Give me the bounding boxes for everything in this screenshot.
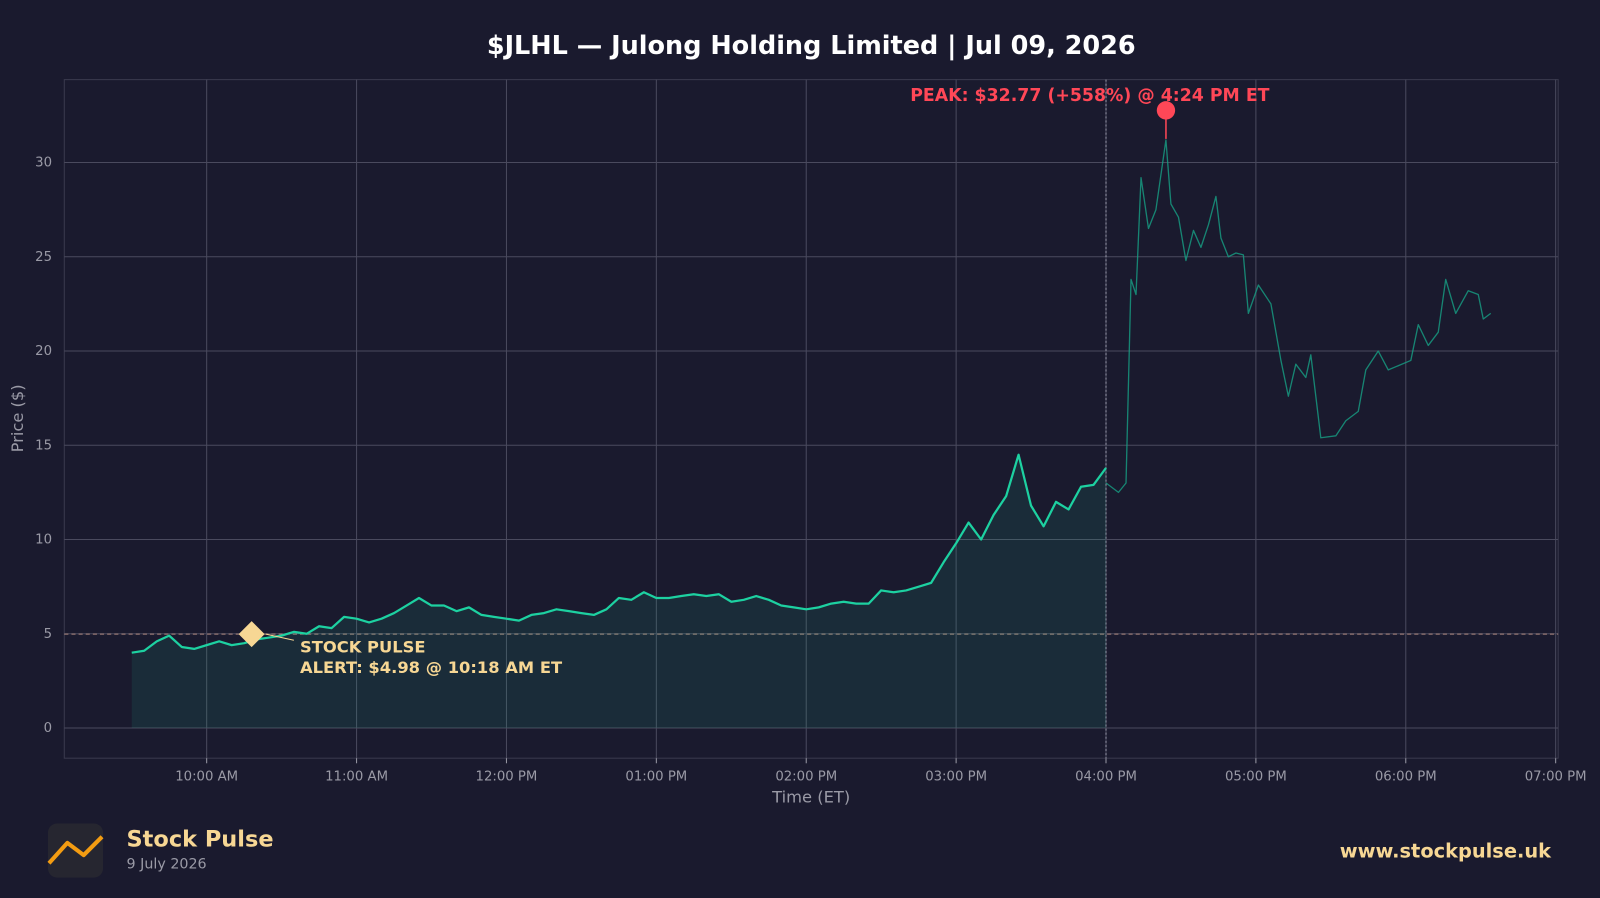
x-tick-label: 12:00 PM	[476, 770, 538, 785]
alert-label: STOCK PULSE	[300, 637, 426, 656]
x-tick-label: 05:00 PM	[1225, 770, 1287, 785]
x-tick-label: 01:00 PM	[625, 770, 687, 785]
price-line	[131, 453, 1107, 654]
peak-marker	[1156, 101, 1176, 120]
brand-name: Stock Pulse	[127, 826, 274, 852]
y-tick-label: 20	[35, 344, 52, 359]
y-tick-label: 30	[35, 156, 52, 171]
x-tick-label: 11:00 AM	[325, 770, 388, 785]
chart-title: $JLHL — Julong Holding Limited | Jul 09,…	[487, 31, 1136, 61]
area-fill	[131, 454, 1107, 729]
alert-pointer	[265, 633, 294, 641]
y-tick-label: 25	[35, 250, 52, 265]
x-tick-label: 03:00 PM	[925, 770, 987, 785]
y-tick-label: 5	[44, 627, 52, 642]
logo-icon	[47, 835, 104, 865]
y-tick-label: 10	[35, 533, 52, 548]
y-tick-label: 15	[35, 438, 52, 453]
website: www.stockpulse.uk	[1340, 840, 1552, 863]
y-tick-label: 0	[44, 721, 52, 736]
peak-label: PEAK: $32.77 (+558%) @ 4:24 PM ET	[910, 86, 1269, 106]
plot-area	[63, 79, 1559, 759]
x-tick-label: 10:00 AM	[175, 770, 238, 785]
alert-marker	[238, 621, 265, 648]
brand-date: 9 July 2026	[127, 856, 207, 872]
x-tick-label: 02:00 PM	[775, 770, 837, 785]
x-tick-label: 04:00 PM	[1075, 770, 1137, 785]
x-axis-label: Time (ET)	[771, 787, 850, 806]
x-tick-label: 07:00 PM	[1525, 770, 1587, 785]
alert-label: ALERT: $4.98 @ 10:18 AM ET	[300, 658, 563, 677]
y-axis-label: Price ($)	[8, 384, 27, 452]
price-line	[1105, 139, 1492, 494]
x-tick-label: 06:00 PM	[1375, 770, 1437, 785]
